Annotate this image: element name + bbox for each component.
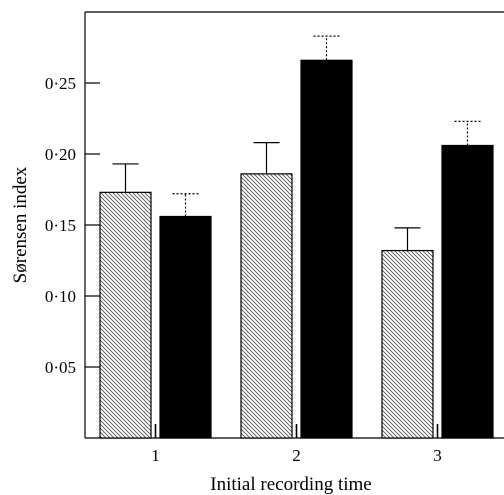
y-tick-label: 0·15 [45, 216, 76, 235]
x-tick-label: 1 [151, 446, 160, 465]
y-tick-label: 0·20 [45, 145, 76, 164]
y-tick-label: 0·05 [45, 358, 76, 377]
y-tick-label: 0·10 [45, 287, 76, 306]
solid-bar [301, 60, 352, 438]
x-tick-label: 2 [292, 446, 301, 465]
hatched-bar [241, 174, 292, 438]
y-axis: 0·05 0·10 0·15 0·20 0·25 [45, 74, 100, 377]
y-tick-label: 0·25 [45, 74, 76, 93]
hatched-bar [100, 192, 151, 438]
y-axis-label: Sørensen index [10, 166, 31, 283]
solid-bar [160, 216, 211, 438]
bars-layer [100, 36, 493, 438]
hatched-bar [382, 251, 433, 438]
solid-bar [442, 145, 493, 438]
x-tick-label: 3 [433, 446, 442, 465]
x-axis-label: Initial recording time [210, 474, 371, 495]
